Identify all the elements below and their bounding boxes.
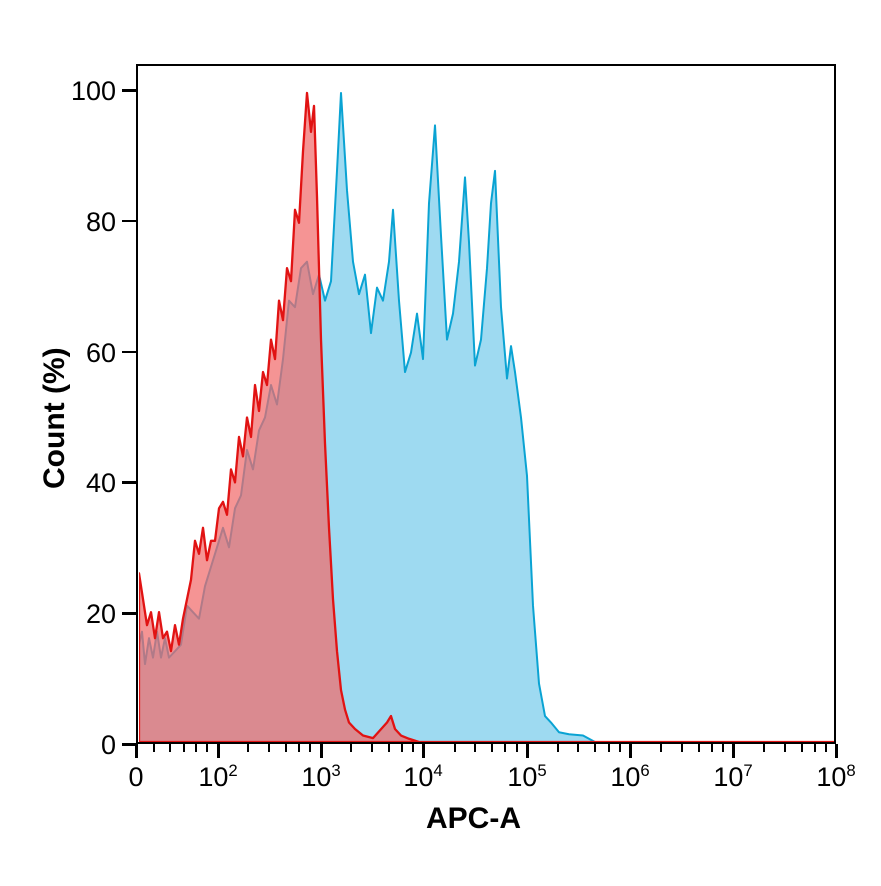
tick-label: 0 <box>101 730 116 761</box>
tick-mark <box>526 744 529 758</box>
tick-mark <box>608 744 610 752</box>
y-axis-label: Count (%) <box>38 347 72 489</box>
tick-mark <box>169 744 171 752</box>
tick-mark <box>577 744 579 752</box>
tick-label: 104 <box>403 762 442 793</box>
tick-mark <box>350 744 352 752</box>
tick-label: 102 <box>198 762 237 793</box>
tick-mark <box>298 744 300 752</box>
tick-mark <box>122 89 136 92</box>
tick-mark <box>835 744 838 758</box>
chart-canvas: Count (%) APC-A 0 102 103 104 105 106 107 108 0 2… <box>0 0 881 886</box>
tick-mark <box>474 744 476 752</box>
tick-label: 103 <box>301 762 340 793</box>
tick-mark <box>722 744 724 752</box>
tick-mark <box>122 743 136 746</box>
tick-label: 20 <box>86 599 116 630</box>
tick-mark <box>388 744 390 752</box>
tick-mark <box>660 744 662 752</box>
tick-mark <box>122 481 136 484</box>
tick-mark <box>698 744 700 752</box>
tick-mark <box>122 220 136 223</box>
tick-mark <box>516 744 518 752</box>
tick-mark <box>732 744 735 758</box>
tick-mark <box>217 744 220 758</box>
tick-label: 0 <box>128 762 143 793</box>
tick-mark <box>454 744 456 752</box>
tick-mark <box>814 744 816 752</box>
tick-mark <box>122 612 136 615</box>
tick-mark <box>491 744 493 752</box>
tick-mark <box>504 744 506 752</box>
tick-mark <box>825 744 827 752</box>
tick-mark <box>557 744 559 752</box>
tick-mark <box>122 351 136 354</box>
series-svg <box>139 67 834 742</box>
tick-label: 40 <box>86 468 116 499</box>
tick-mark <box>412 744 414 752</box>
tick-label: 106 <box>610 762 649 793</box>
tick-mark <box>763 744 765 752</box>
tick-mark <box>153 744 155 752</box>
tick-mark <box>247 744 249 752</box>
tick-mark <box>422 744 425 758</box>
tick-mark <box>629 744 632 758</box>
tick-mark <box>195 744 197 752</box>
tick-mark <box>801 744 803 752</box>
tick-mark <box>268 744 270 752</box>
tick-label: 105 <box>507 762 546 793</box>
tick-mark <box>401 744 403 752</box>
tick-mark <box>784 744 786 752</box>
tick-mark <box>285 744 287 752</box>
tick-mark <box>619 744 621 752</box>
tick-label: 108 <box>816 762 855 793</box>
tick-mark <box>206 744 208 752</box>
tick-mark <box>681 744 683 752</box>
tick-label: 100 <box>71 76 116 107</box>
tick-mark <box>309 744 311 752</box>
tick-mark <box>371 744 373 752</box>
tick-mark <box>135 744 138 758</box>
tick-mark <box>594 744 596 752</box>
tick-mark <box>320 744 323 758</box>
tick-label: 107 <box>713 762 752 793</box>
tick-mark <box>183 744 185 752</box>
plot-area <box>139 67 834 742</box>
x-axis-label: APC-A <box>426 802 521 836</box>
tick-label: 80 <box>86 207 116 238</box>
tick-mark <box>711 744 713 752</box>
tick-label: 60 <box>86 338 116 369</box>
